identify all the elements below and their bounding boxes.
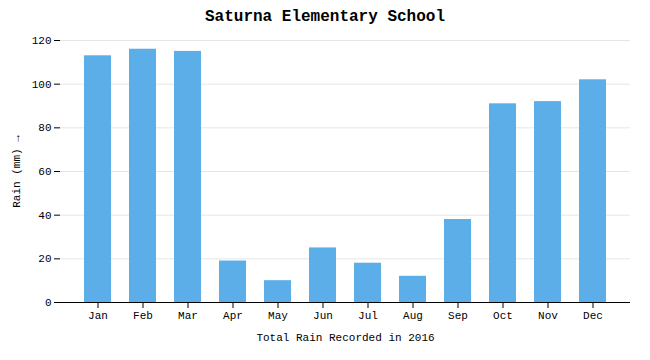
svg-text:20: 20 xyxy=(38,253,51,265)
svg-text:Mar: Mar xyxy=(178,310,198,322)
svg-text:Jun: Jun xyxy=(313,310,333,322)
svg-text:60: 60 xyxy=(38,166,51,178)
svg-text:Jul: Jul xyxy=(358,310,378,322)
svg-text:Oct: Oct xyxy=(493,310,513,322)
svg-text:120: 120 xyxy=(32,35,52,47)
svg-text:Nov: Nov xyxy=(538,310,558,322)
svg-text:Dec: Dec xyxy=(583,310,603,322)
svg-text:Apr: Apr xyxy=(223,310,243,322)
svg-text:Aug: Aug xyxy=(403,310,423,322)
svg-text:100: 100 xyxy=(32,79,52,91)
svg-text:0: 0 xyxy=(45,297,52,309)
svg-text:Rain (mm) →: Rain (mm) → xyxy=(11,135,23,208)
svg-text:Feb: Feb xyxy=(133,310,153,322)
svg-text:80: 80 xyxy=(38,122,51,134)
svg-text:Sep: Sep xyxy=(448,310,468,322)
svg-text:Jan: Jan xyxy=(88,310,108,322)
svg-text:May: May xyxy=(268,310,288,322)
html-text:Saturna Elementary School: Saturna Elementary School xyxy=(205,8,445,26)
svg-text:Total Rain Recorded in 2016: Total Rain Recorded in 2016 xyxy=(256,332,434,344)
svg-text:40: 40 xyxy=(38,210,51,222)
